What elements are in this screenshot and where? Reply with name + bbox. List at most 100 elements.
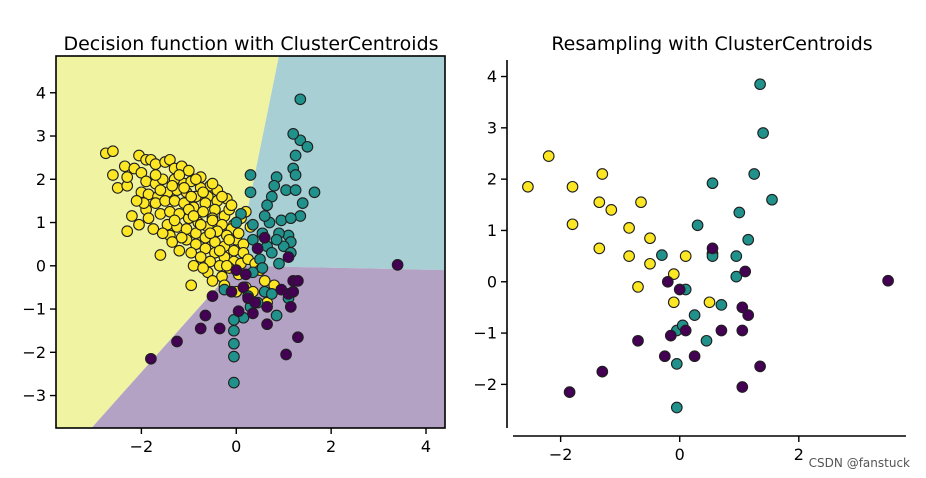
data-point <box>178 182 190 194</box>
data-point <box>679 324 692 337</box>
data-point <box>216 190 228 203</box>
x-tick-label: −2 <box>130 437 154 456</box>
data-point <box>261 301 273 313</box>
data-point <box>130 195 143 207</box>
data-point <box>187 210 200 222</box>
data-point <box>199 309 212 322</box>
y-tick-label: 2 <box>487 170 497 189</box>
data-point <box>664 329 677 342</box>
data-point <box>658 350 671 363</box>
data-point <box>566 180 579 193</box>
data-point <box>237 281 250 294</box>
data-point <box>244 186 257 199</box>
data-point <box>667 296 680 309</box>
data-point <box>204 255 217 268</box>
y-tick-label: 1 <box>487 221 497 240</box>
data-point <box>142 212 155 225</box>
data-point <box>284 301 297 313</box>
data-point <box>754 360 766 373</box>
data-point <box>275 214 288 227</box>
y-tick-label: −1 <box>473 324 497 343</box>
data-point <box>247 307 259 320</box>
data-point <box>171 335 183 348</box>
data-point <box>632 281 644 293</box>
x-tick-label: 0 <box>675 445 685 464</box>
data-point <box>168 195 181 207</box>
data-point <box>126 210 138 222</box>
data-point <box>268 179 281 192</box>
resampling-chart: Resampling with ClusterCentroids −2 0 2 −2 −… <box>473 33 906 464</box>
data-point <box>292 331 304 344</box>
data-point <box>166 236 179 248</box>
data-point <box>228 337 240 350</box>
data-point <box>258 231 271 244</box>
data-point <box>289 169 302 181</box>
data-point <box>715 324 728 337</box>
data-point <box>270 233 283 246</box>
data-point <box>185 246 198 259</box>
data-point <box>168 214 181 227</box>
data-point <box>173 244 186 257</box>
data-point <box>748 168 761 180</box>
data-point <box>261 318 273 331</box>
data-point <box>730 250 743 262</box>
data-point <box>691 219 704 232</box>
data-point <box>149 158 162 170</box>
chart-title: Resampling with ClusterCentroids <box>551 33 872 55</box>
data-point <box>206 177 219 190</box>
y-tick-label: 2 <box>36 170 46 189</box>
decision-function-chart: Decision function with ClusterCentroids … <box>22 33 446 456</box>
data-point <box>673 283 686 296</box>
data-point <box>249 296 262 309</box>
y-tick-label: 1 <box>36 213 46 232</box>
data-point <box>204 227 217 240</box>
data-point <box>230 264 243 276</box>
data-point <box>644 257 656 270</box>
y-tick-label: −1 <box>22 300 46 319</box>
data-point <box>754 78 766 91</box>
x-tick-label: 2 <box>794 445 804 464</box>
data-point <box>213 322 226 335</box>
x-tick-label: 4 <box>421 437 431 456</box>
data-point <box>736 324 749 337</box>
data-point <box>228 244 240 257</box>
data-point <box>256 262 269 274</box>
watermark: CSDN @fanstuck <box>808 456 910 470</box>
series-class-2 <box>99 145 281 309</box>
data-point <box>287 128 300 140</box>
data-point <box>742 233 755 246</box>
data-point <box>644 232 656 245</box>
data-point <box>225 285 238 298</box>
data-point <box>187 259 200 272</box>
data-point <box>280 348 292 361</box>
series-class-0 <box>145 231 404 365</box>
x-tick-label: −2 <box>549 445 573 464</box>
data-point <box>118 160 131 173</box>
data-point <box>596 365 609 378</box>
data-point <box>185 190 198 203</box>
data-point <box>670 401 683 414</box>
data-point <box>154 208 167 220</box>
data-point <box>688 309 701 321</box>
data-point <box>661 275 674 288</box>
data-point <box>703 296 716 309</box>
data-point <box>230 216 243 229</box>
data-point <box>656 249 668 261</box>
data-point <box>296 197 309 209</box>
data-point <box>270 309 283 322</box>
data-point <box>247 218 259 231</box>
data-point <box>670 358 683 370</box>
data-point <box>232 305 245 318</box>
data-point <box>258 210 271 222</box>
data-point <box>197 186 209 199</box>
series-class-0 <box>563 242 894 398</box>
data-point <box>197 205 209 218</box>
data-point <box>228 376 240 389</box>
data-point <box>733 206 746 219</box>
data-point <box>133 218 145 231</box>
data-point <box>522 180 534 193</box>
data-point <box>251 242 264 255</box>
data-point <box>194 322 207 335</box>
data-point <box>282 251 295 263</box>
